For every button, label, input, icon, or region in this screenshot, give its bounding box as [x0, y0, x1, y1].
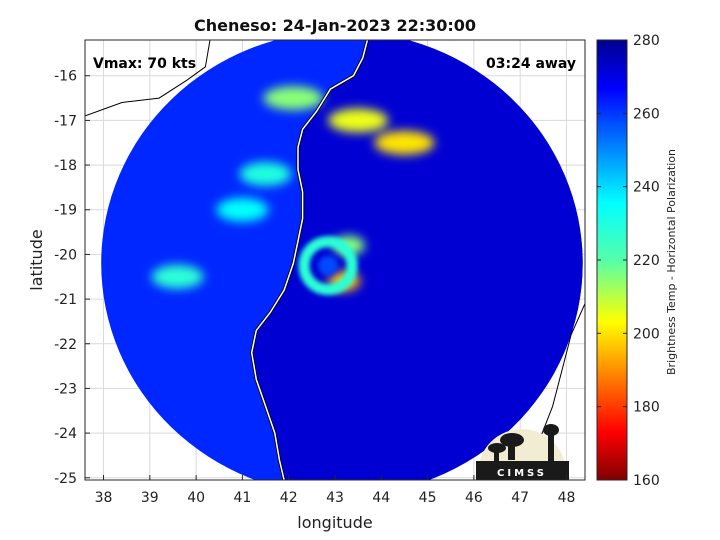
- colorbar: [596, 39, 628, 481]
- axis-ticks: 38 39 40 41 42 43 44 45 46 47 48 -16 -17 -18 -19 -20 -21…: [54, 69, 575, 506]
- x-tick-label: 40: [187, 490, 205, 506]
- y-tick-label: -16: [54, 69, 77, 85]
- x-tick-label: 46: [465, 490, 483, 506]
- chart-title: Cheneso: 24-Jan-2023 22:30:00: [194, 16, 476, 35]
- x-tick-label: 43: [326, 490, 344, 506]
- x-tick-label: 42: [280, 490, 298, 506]
- colorbar-label: Brightness Temp - Horizontal Polarizatio…: [665, 149, 678, 375]
- africa-coastline: [85, 40, 211, 117]
- storm-eye: [318, 255, 339, 276]
- y-tick-label: -19: [54, 203, 77, 219]
- rain-band-cell: [263, 86, 324, 111]
- x-tick-label: 39: [141, 490, 159, 506]
- spiral-band-cell: [151, 264, 204, 289]
- x-tick-label: 44: [372, 490, 390, 506]
- time-away-annotation: 03:24 away: [486, 56, 576, 72]
- colorbar-tick-label: 220: [633, 253, 660, 269]
- eyewall-ring: [298, 236, 358, 296]
- y-tick-label: -20: [54, 247, 77, 263]
- spiral-band-cell: [216, 197, 269, 222]
- spiral-band-cell: [239, 162, 292, 187]
- rain-band-cell: [328, 108, 389, 133]
- colorbar-ticks: 280 260 240 220 200 180 160: [597, 33, 660, 489]
- x-tick-label: 48: [558, 490, 576, 506]
- colorbar-tick-label: 160: [633, 473, 660, 489]
- vmax-annotation: Vmax: 70 kts: [93, 56, 196, 72]
- x-tick-label: 38: [95, 490, 113, 506]
- y-tick-label: -17: [54, 113, 77, 129]
- colorbar-tick-label: 180: [633, 400, 660, 416]
- colorbar-tick-label: 260: [633, 106, 660, 122]
- y-tick-label: -24: [54, 426, 77, 442]
- land-brightness-temp: [251, 40, 583, 480]
- colorbar-tick-label: 240: [633, 180, 660, 196]
- colorbar-tick-label: 200: [633, 326, 660, 342]
- y-tick-label: -21: [54, 292, 77, 308]
- x-tick-label: 41: [233, 490, 251, 506]
- colorbar-tick-label: 280: [633, 33, 660, 49]
- madagascar-coastline: [250, 40, 369, 480]
- x-axis-label: longitude: [297, 513, 372, 532]
- x-tick-label: 47: [511, 490, 529, 506]
- logo-text: CIMSS: [497, 468, 547, 479]
- y-tick-label: -18: [54, 158, 77, 174]
- y-axis-label: latitude: [27, 229, 46, 290]
- cimss-logo: CIMSS: [476, 424, 569, 480]
- y-tick-label: -22: [54, 337, 77, 353]
- swath-disc: [101, 40, 583, 480]
- y-tick-label: -23: [54, 381, 77, 397]
- x-tick-label: 45: [419, 490, 437, 506]
- y-tick-label: -25: [54, 471, 77, 487]
- rain-band-cell: [374, 130, 435, 155]
